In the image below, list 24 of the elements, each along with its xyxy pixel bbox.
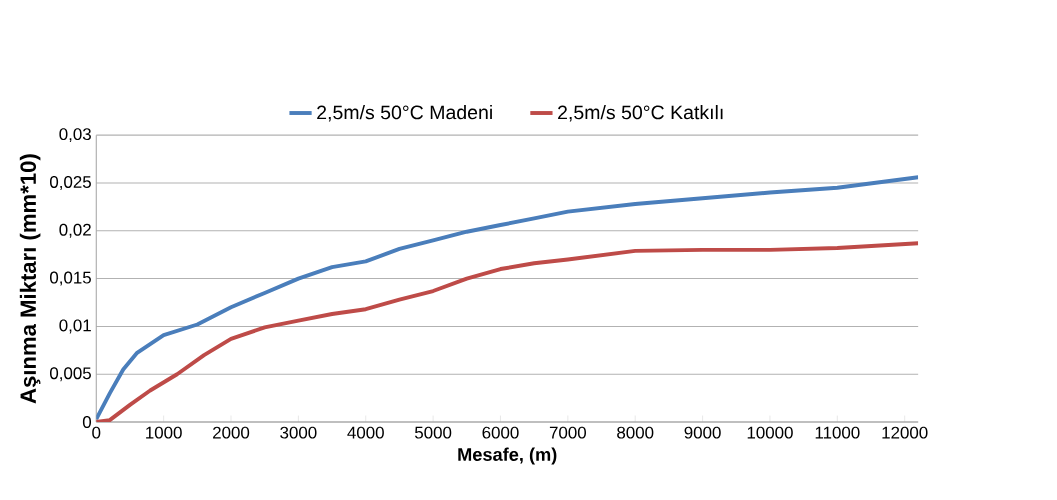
x-axis-title: Mesafe, (m) [458,447,557,465]
y-tick-label: 0,01 [59,319,91,334]
legend-label: 2,5m/s 50°C Madeni [317,105,492,122]
x-tick-label: 7000 [549,426,586,439]
x-tick-label: 11000 [815,426,860,439]
x-tick-label: 4000 [347,426,384,439]
y-tick-label: 0,005 [50,367,91,382]
x-tick-label: 3000 [280,426,317,439]
y-tick-label: 0 [82,416,92,429]
x-tick-label: 6000 [482,426,519,439]
x-tick-label: 12000 [882,426,928,439]
y-tick-label: 0,015 [50,271,91,286]
x-tick-label: 8000 [617,426,654,439]
y-tick-label: 0,02 [59,223,91,238]
y-axis-title: Aşınma Miktarı (mm*10) [19,154,41,404]
x-tick-label: 5000 [414,426,452,439]
x-tick-label: 1000 [146,426,182,439]
legend-label: 2,5m/s 50°C Katkılı [558,105,723,122]
x-tick-label: 10000 [747,426,793,439]
y-tick-label: 0,025 [50,176,91,191]
x-tick-label: 2000 [213,426,250,439]
y-tick-label: 0,03 [59,128,91,143]
x-tick-label: 9000 [684,426,721,439]
x-tick-label: 0 [92,426,101,439]
